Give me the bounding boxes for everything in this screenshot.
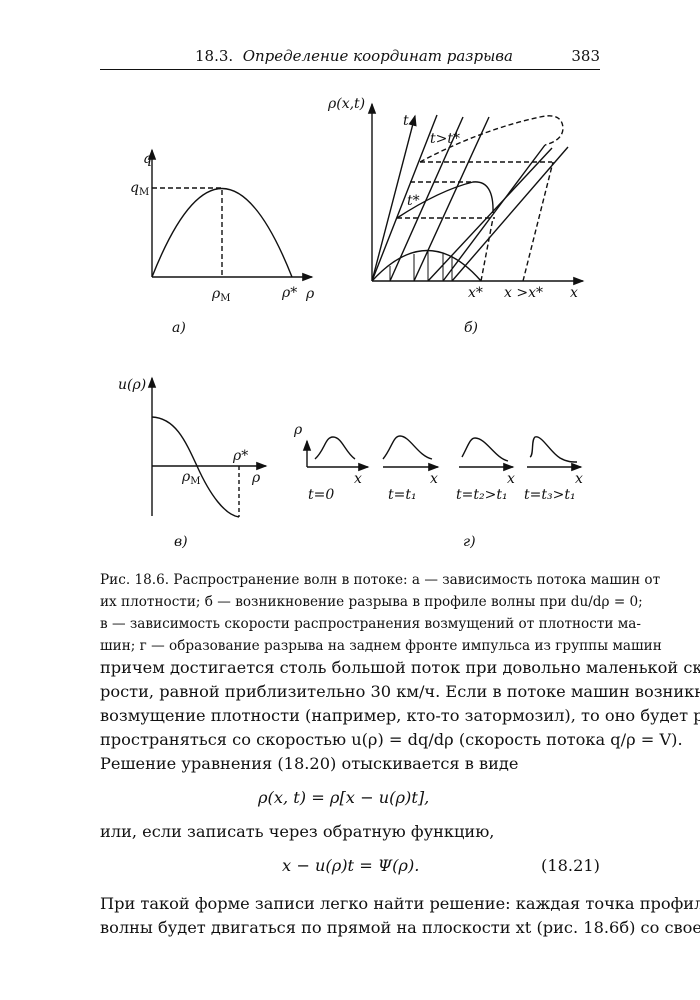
x-star-label: x*	[468, 285, 483, 301]
initial-profile	[371, 249, 482, 282]
panel-g-label: г)	[463, 534, 476, 550]
t-star-label: t*	[407, 193, 420, 209]
x-label: x	[430, 471, 438, 487]
x-label: x	[354, 471, 362, 487]
characteristic	[371, 114, 438, 282]
rho-axis-label: ρ	[251, 470, 261, 486]
t-axis	[371, 114, 417, 282]
pulse-t1	[382, 435, 433, 460]
characteristic	[413, 116, 490, 282]
page-number: 383	[571, 47, 600, 65]
panel-b-characteristics: ρ(x,t) t t>t* t* x* x >x* x б)	[327, 96, 585, 336]
characteristic	[442, 144, 546, 282]
text-line: Решение уравнения (18.20) отыскивается в…	[100, 754, 519, 773]
rho-star-label: ρ*	[281, 285, 297, 301]
x-label: x	[507, 471, 515, 487]
rho-m-label: ρМ	[211, 286, 230, 304]
rho-label: ρ	[293, 422, 303, 438]
equation-number: (18.21)	[541, 856, 600, 875]
time-label: t=t₁	[388, 487, 417, 503]
caption-line: в — зависимость скорости распространения…	[100, 616, 641, 632]
time-label: t=t₂>t₁	[456, 487, 508, 503]
text-line: пространяться со скоростью u(ρ) = dq/dρ …	[100, 730, 683, 749]
speed-curve	[151, 416, 240, 518]
caption-line: Рис. 18.6. Распространение волн в потоке…	[100, 572, 661, 588]
x-label: x	[575, 471, 583, 487]
equation: x − u(ρ)t = Ψ(ρ).	[282, 856, 420, 875]
panel-a-flow-density: q qМ ρМ ρ* ρ а)	[130, 148, 315, 336]
qm-label: qМ	[130, 180, 149, 198]
caption-line: шин; г — образование разрыва на заднем ф…	[100, 638, 662, 654]
pulse-t0	[314, 436, 356, 460]
time-label: t=t₃>t₁	[524, 487, 576, 503]
text-line: При такой форме записи легко найти решен…	[100, 894, 700, 913]
x-label: x	[570, 285, 578, 301]
text-line: причем достигается столь большой поток п…	[100, 658, 700, 677]
hatch	[389, 251, 453, 281]
rho-m-label: ρМ	[181, 469, 200, 487]
rho-axis-label: ρ	[305, 286, 315, 302]
running-header: 18.3. Определение координат разрыва 383	[100, 47, 600, 67]
text-line: рости, равной приблизительно 30 км/ч. Ес…	[100, 682, 700, 701]
figure-18-6: q qМ ρМ ρ* ρ а) ρ(x,t) t t>t* t* x* x >x…	[118, 96, 585, 550]
header-title: 18.3. Определение координат разрыва	[195, 47, 513, 65]
panel-b-label: б)	[464, 320, 478, 336]
header-rule	[100, 69, 600, 70]
time-label: t=0	[308, 487, 334, 503]
dashed-guides	[397, 161, 554, 282]
text-line: или, если записать через обратную функци…	[100, 822, 495, 841]
rho-xt-label: ρ(x,t)	[327, 96, 365, 112]
characteristic	[427, 147, 553, 282]
text-line: волны будет двигаться по прямой на плоск…	[100, 918, 700, 937]
pulse-t2	[461, 437, 509, 462]
profile-after	[419, 115, 564, 163]
panel-g-pulse-evolution: ρ x x x x t=0 t=t₁ t=t₂>t₁ t=t₃>t₁ г)	[293, 422, 583, 550]
pulse-t3	[529, 436, 578, 463]
equation: ρ(x, t) = ρ[x − u(ρ)t],	[258, 788, 430, 807]
flow-curve	[151, 187, 293, 278]
panel-a-label: а)	[172, 320, 186, 336]
rho-star-label: ρ*	[232, 448, 248, 464]
u-label: u(ρ)	[118, 377, 146, 393]
characteristic	[389, 116, 464, 282]
profile-t-star	[396, 181, 494, 219]
t-after-label: t>t*	[430, 131, 460, 147]
caption-line: их плотности; б — возникновение разрыва …	[100, 594, 643, 610]
x-after-label: x >x*	[504, 285, 543, 301]
text-line: возмущение плотности (например, кто-то з…	[100, 706, 700, 725]
max-guides	[152, 187, 223, 277]
characteristic	[451, 146, 569, 282]
t-label: t	[403, 113, 409, 129]
panel-v-speed-density: u(ρ) ρМ ρ* ρ в)	[118, 376, 268, 550]
q-label: q	[143, 151, 152, 167]
panel-v-label: в)	[174, 534, 188, 550]
